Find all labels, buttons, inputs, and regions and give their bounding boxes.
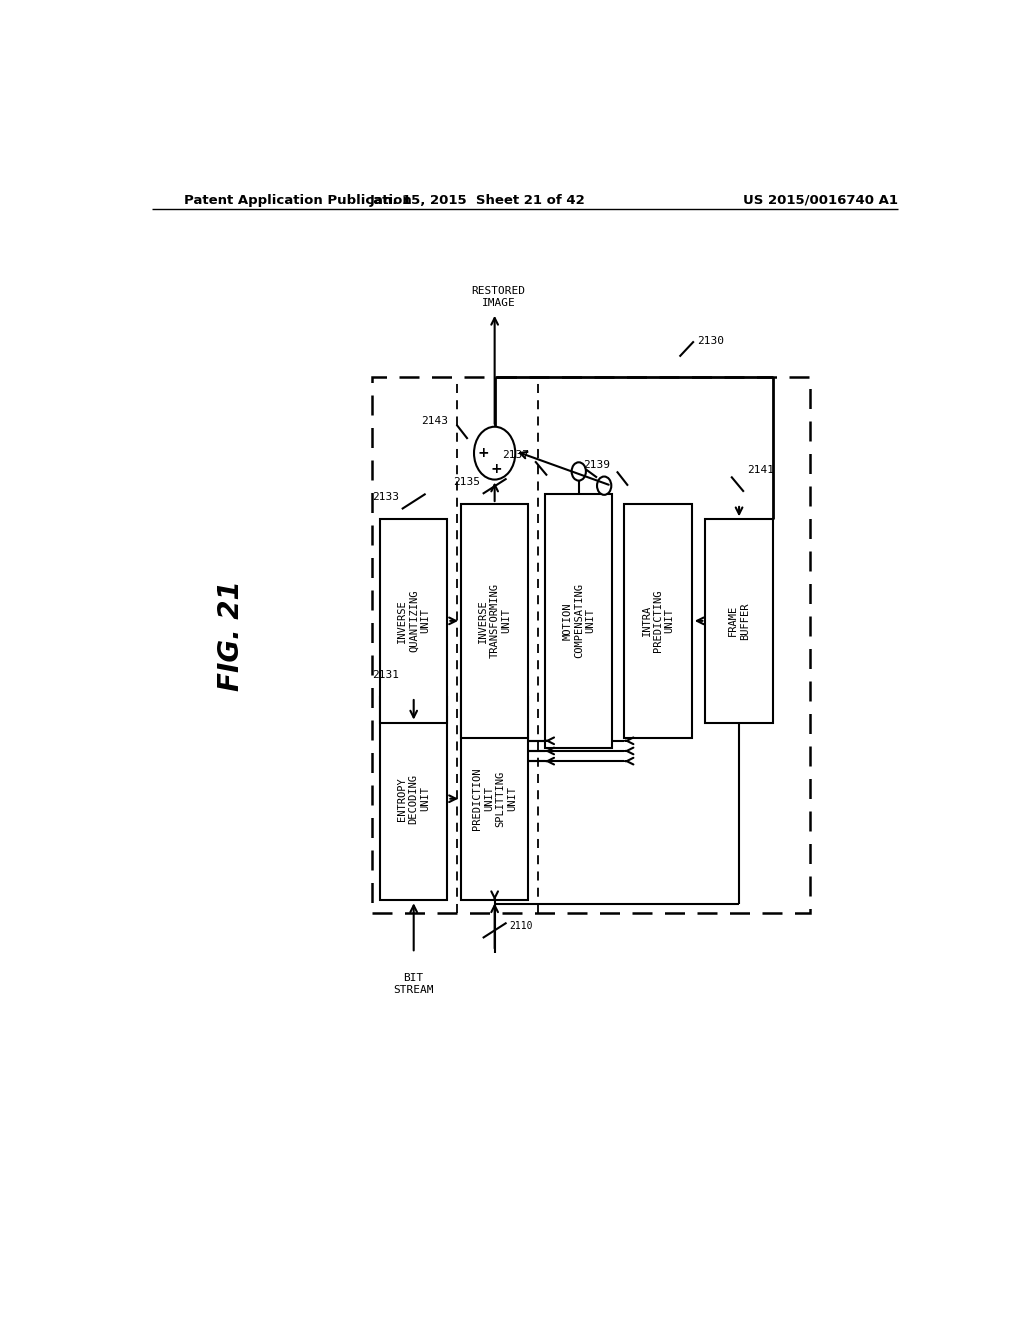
Bar	[380, 697, 447, 900]
Text: 2133: 2133	[373, 492, 399, 502]
Text: FRAME
BUFFER: FRAME BUFFER	[728, 602, 750, 640]
Text: INVERSE
QUANTIZING
UNIT: INVERSE QUANTIZING UNIT	[397, 590, 430, 652]
Text: 2135: 2135	[454, 477, 480, 487]
Text: INTRA
PREDICTING
UNIT: INTRA PREDICTING UNIT	[641, 590, 675, 652]
Text: +: +	[477, 446, 489, 461]
Text: 2137: 2137	[503, 450, 529, 461]
Text: 2143: 2143	[422, 416, 449, 425]
Text: 2130: 2130	[697, 337, 724, 346]
Text: PREDICTION
UNIT
SPLITTING
UNIT: PREDICTION UNIT SPLITTING UNIT	[472, 767, 517, 830]
Text: Jan. 15, 2015  Sheet 21 of 42: Jan. 15, 2015 Sheet 21 of 42	[370, 194, 585, 206]
Text: RESTORED
IMAGE: RESTORED IMAGE	[472, 286, 525, 308]
Circle shape	[597, 477, 611, 495]
Bar	[461, 697, 528, 900]
Text: INVERSE
TRANSFORMING
UNIT: INVERSE TRANSFORMING UNIT	[478, 583, 511, 659]
Circle shape	[571, 462, 586, 480]
Circle shape	[474, 426, 515, 479]
Bar	[625, 504, 692, 738]
Text: US 2015/0016740 A1: US 2015/0016740 A1	[742, 194, 898, 206]
Text: FIG. 21: FIG. 21	[217, 581, 245, 692]
Text: BIT
STREAM: BIT STREAM	[393, 973, 434, 994]
Bar	[373, 378, 811, 912]
Bar	[706, 519, 773, 722]
Text: 2139: 2139	[584, 461, 610, 470]
Text: 2141: 2141	[748, 466, 774, 475]
Text: +: +	[490, 462, 503, 477]
Bar	[380, 519, 447, 722]
Text: 2131: 2131	[373, 669, 399, 680]
Text: 2110: 2110	[509, 921, 532, 931]
Bar	[545, 494, 612, 748]
Bar	[461, 504, 528, 738]
Text: ENTROPY
DECODING
UNIT: ENTROPY DECODING UNIT	[397, 774, 430, 824]
Text: MOTION
COMPENSATING
UNIT: MOTION COMPENSATING UNIT	[562, 583, 595, 659]
Text: Patent Application Publication: Patent Application Publication	[183, 194, 412, 206]
